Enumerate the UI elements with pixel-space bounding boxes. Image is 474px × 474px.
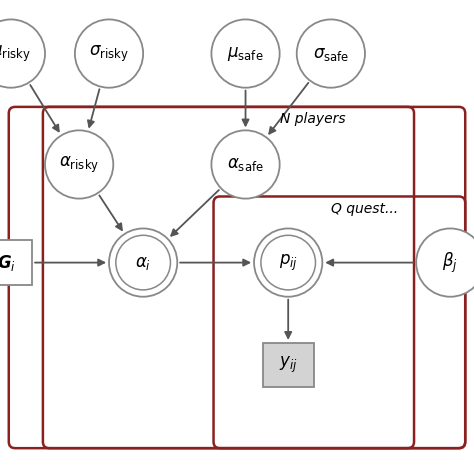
- Text: $\beta_j$: $\beta_j$: [442, 250, 458, 275]
- Circle shape: [297, 19, 365, 88]
- Text: $y_{ij}$: $y_{ij}$: [279, 355, 298, 375]
- Text: $\mu_{\mathrm{risky}}$: $\mu_{\mathrm{risky}}$: [0, 44, 31, 64]
- Circle shape: [254, 228, 322, 297]
- Circle shape: [211, 130, 280, 199]
- Circle shape: [0, 19, 45, 88]
- Circle shape: [109, 228, 177, 297]
- Text: $\sigma_{\mathrm{safe}}$: $\sigma_{\mathrm{safe}}$: [313, 45, 349, 63]
- Text: $p_{ij}$: $p_{ij}$: [279, 253, 298, 273]
- Text: $\alpha_{\mathrm{risky}}$: $\alpha_{\mathrm{risky}}$: [59, 155, 100, 174]
- Text: $\sigma_{\mathrm{risky}}$: $\sigma_{\mathrm{risky}}$: [89, 44, 129, 64]
- Text: N players: N players: [280, 112, 345, 126]
- Circle shape: [211, 19, 280, 88]
- Circle shape: [45, 130, 113, 199]
- Text: $\alpha_{\mathrm{safe}}$: $\alpha_{\mathrm{safe}}$: [227, 155, 264, 173]
- Circle shape: [416, 228, 474, 297]
- Circle shape: [116, 235, 171, 290]
- Text: Q quest...: Q quest...: [331, 201, 398, 216]
- FancyBboxPatch shape: [0, 240, 32, 285]
- Text: $\mu_{\mathrm{safe}}$: $\mu_{\mathrm{safe}}$: [227, 45, 264, 63]
- FancyBboxPatch shape: [263, 343, 314, 387]
- Text: $\alpha_i$: $\alpha_i$: [135, 254, 151, 272]
- Circle shape: [261, 235, 316, 290]
- Circle shape: [75, 19, 143, 88]
- Text: $\boldsymbol{G}_i$: $\boldsymbol{G}_i$: [0, 253, 16, 273]
